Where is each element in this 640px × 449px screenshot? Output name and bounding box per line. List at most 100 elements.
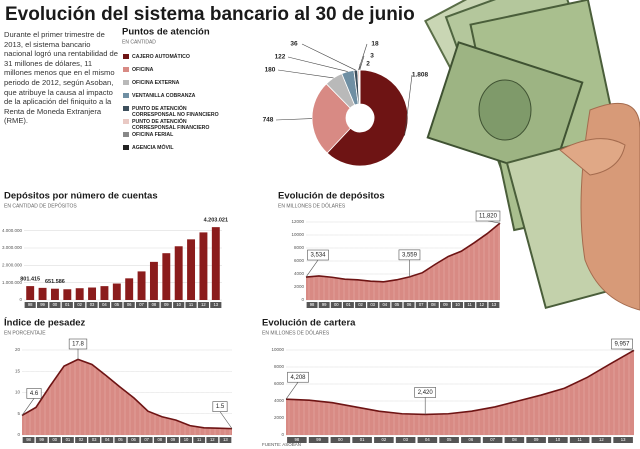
y-tick-label: 0 (281, 432, 284, 437)
bar-value-label: 801.415 (20, 277, 40, 283)
x-tick-label: 13 (213, 302, 218, 307)
y-tick-label: 20 (15, 347, 21, 352)
y-tick-label: 4.000.000 (2, 228, 23, 233)
bar (162, 253, 171, 300)
area-line (305, 222, 501, 283)
x-label-bg (22, 437, 35, 443)
x-label-bg (148, 302, 160, 308)
x-label-bg (185, 302, 197, 308)
x-label-bg (355, 302, 367, 308)
label-leader (301, 43, 356, 71)
x-label-bg (135, 302, 148, 308)
x-tick-label: 10 (455, 302, 460, 307)
x-tick-label: 00 (53, 302, 58, 307)
legend-item: PUNTO DE ATENCIÓN CORRESPONSAL FINANCIER… (123, 119, 228, 131)
x-tick-label: 01 (360, 437, 365, 442)
x-label-bg (197, 302, 210, 308)
label-leader (305, 259, 319, 278)
x-tick-label: 13 (621, 437, 626, 442)
x-tick-label: 08 (431, 302, 436, 307)
x-tick-label: 98 (28, 302, 33, 307)
x-label-bg (488, 302, 500, 308)
x-tick-label: 98 (26, 437, 31, 442)
page-title: Evolución del sistema bancario al 30 de … (5, 4, 415, 25)
y-tick-label: 0 (19, 297, 22, 302)
bar (174, 246, 183, 300)
x-tick-label: 06 (407, 302, 412, 307)
x-tick-label: 04 (382, 302, 387, 307)
x-tick-label: 12 (210, 437, 215, 442)
legend-swatch (123, 132, 129, 137)
legend-swatch (123, 80, 129, 85)
label-leader (404, 74, 413, 136)
label-box (398, 249, 421, 261)
x-label-bg (374, 437, 394, 443)
x-tick-label: 03 (90, 302, 95, 307)
x-tick-label: 98 (310, 302, 315, 307)
bar (63, 289, 72, 300)
bar (149, 261, 158, 300)
x-label-bg (127, 437, 140, 443)
label-leader (277, 69, 334, 79)
x-label-bg (86, 302, 98, 308)
x-tick-label: 11 (577, 437, 582, 442)
area-value-label: 4,208 (290, 375, 306, 381)
x-tick-label: 12 (201, 302, 206, 307)
x-tick-label: 10 (176, 302, 181, 307)
x-label-bg (62, 437, 74, 443)
x-tick-label: 05 (395, 302, 400, 307)
pie-slice (326, 69, 409, 167)
label-box (414, 387, 437, 398)
pie-value-label: 2 (366, 61, 370, 68)
chart-subtitle: EN CANTIDAD DE DEPÓSITOS (4, 202, 77, 209)
x-label-bg (111, 302, 123, 308)
legend-swatch (123, 54, 129, 59)
x-label-bg (452, 302, 464, 308)
x-tick-label: 00 (52, 437, 57, 442)
x-label-bg (330, 437, 351, 443)
x-label-bg (569, 437, 590, 443)
x-label-bg (417, 437, 438, 443)
pie-value-label: 180 (265, 67, 276, 74)
x-label-bg (415, 302, 427, 308)
intro-text: Durante el primer trimestre de 2013, el … (4, 30, 118, 126)
bar (112, 283, 121, 300)
x-tick-label: 04 (102, 302, 107, 307)
area-fill (22, 359, 232, 435)
label-leader (287, 56, 348, 72)
label-leader (21, 398, 35, 416)
x-label-bg (88, 437, 101, 443)
bar (50, 288, 59, 300)
bar (137, 271, 146, 300)
x-tick-label: 06 (127, 302, 132, 307)
x-tick-label: 11 (189, 302, 194, 307)
area-fill (286, 350, 634, 435)
x-label-bg (526, 437, 546, 443)
x-label-bg (24, 302, 36, 308)
area-value-label: 3,559 (402, 252, 418, 258)
label-box (68, 338, 88, 350)
x-tick-label: 00 (338, 437, 343, 442)
area-value-label: 2,420 (418, 390, 434, 396)
x-tick-label: 03 (370, 302, 375, 307)
x-label-bg (367, 302, 379, 308)
bar (199, 232, 208, 300)
bar (211, 227, 220, 300)
label-leader (487, 220, 501, 224)
x-tick-label: 98 (295, 437, 300, 442)
x-label-bg (476, 302, 488, 308)
label-leader (359, 55, 365, 71)
chart-subtitle: EN MILLONES DE DÓLARES (262, 329, 330, 336)
x-tick-label: 12 (599, 437, 604, 442)
x-label-bg (613, 437, 633, 443)
x-tick-label: 06 (469, 437, 474, 442)
y-tick-label: 15 (15, 368, 21, 373)
x-label-bg (352, 437, 372, 443)
x-tick-label: 07 (490, 437, 495, 442)
x-label-bg (306, 302, 318, 308)
area-line (285, 349, 635, 416)
y-tick-label: 5 (17, 411, 20, 416)
x-label-bg (318, 302, 330, 308)
x-label-bg (391, 302, 403, 308)
x-label-bg (193, 437, 206, 443)
